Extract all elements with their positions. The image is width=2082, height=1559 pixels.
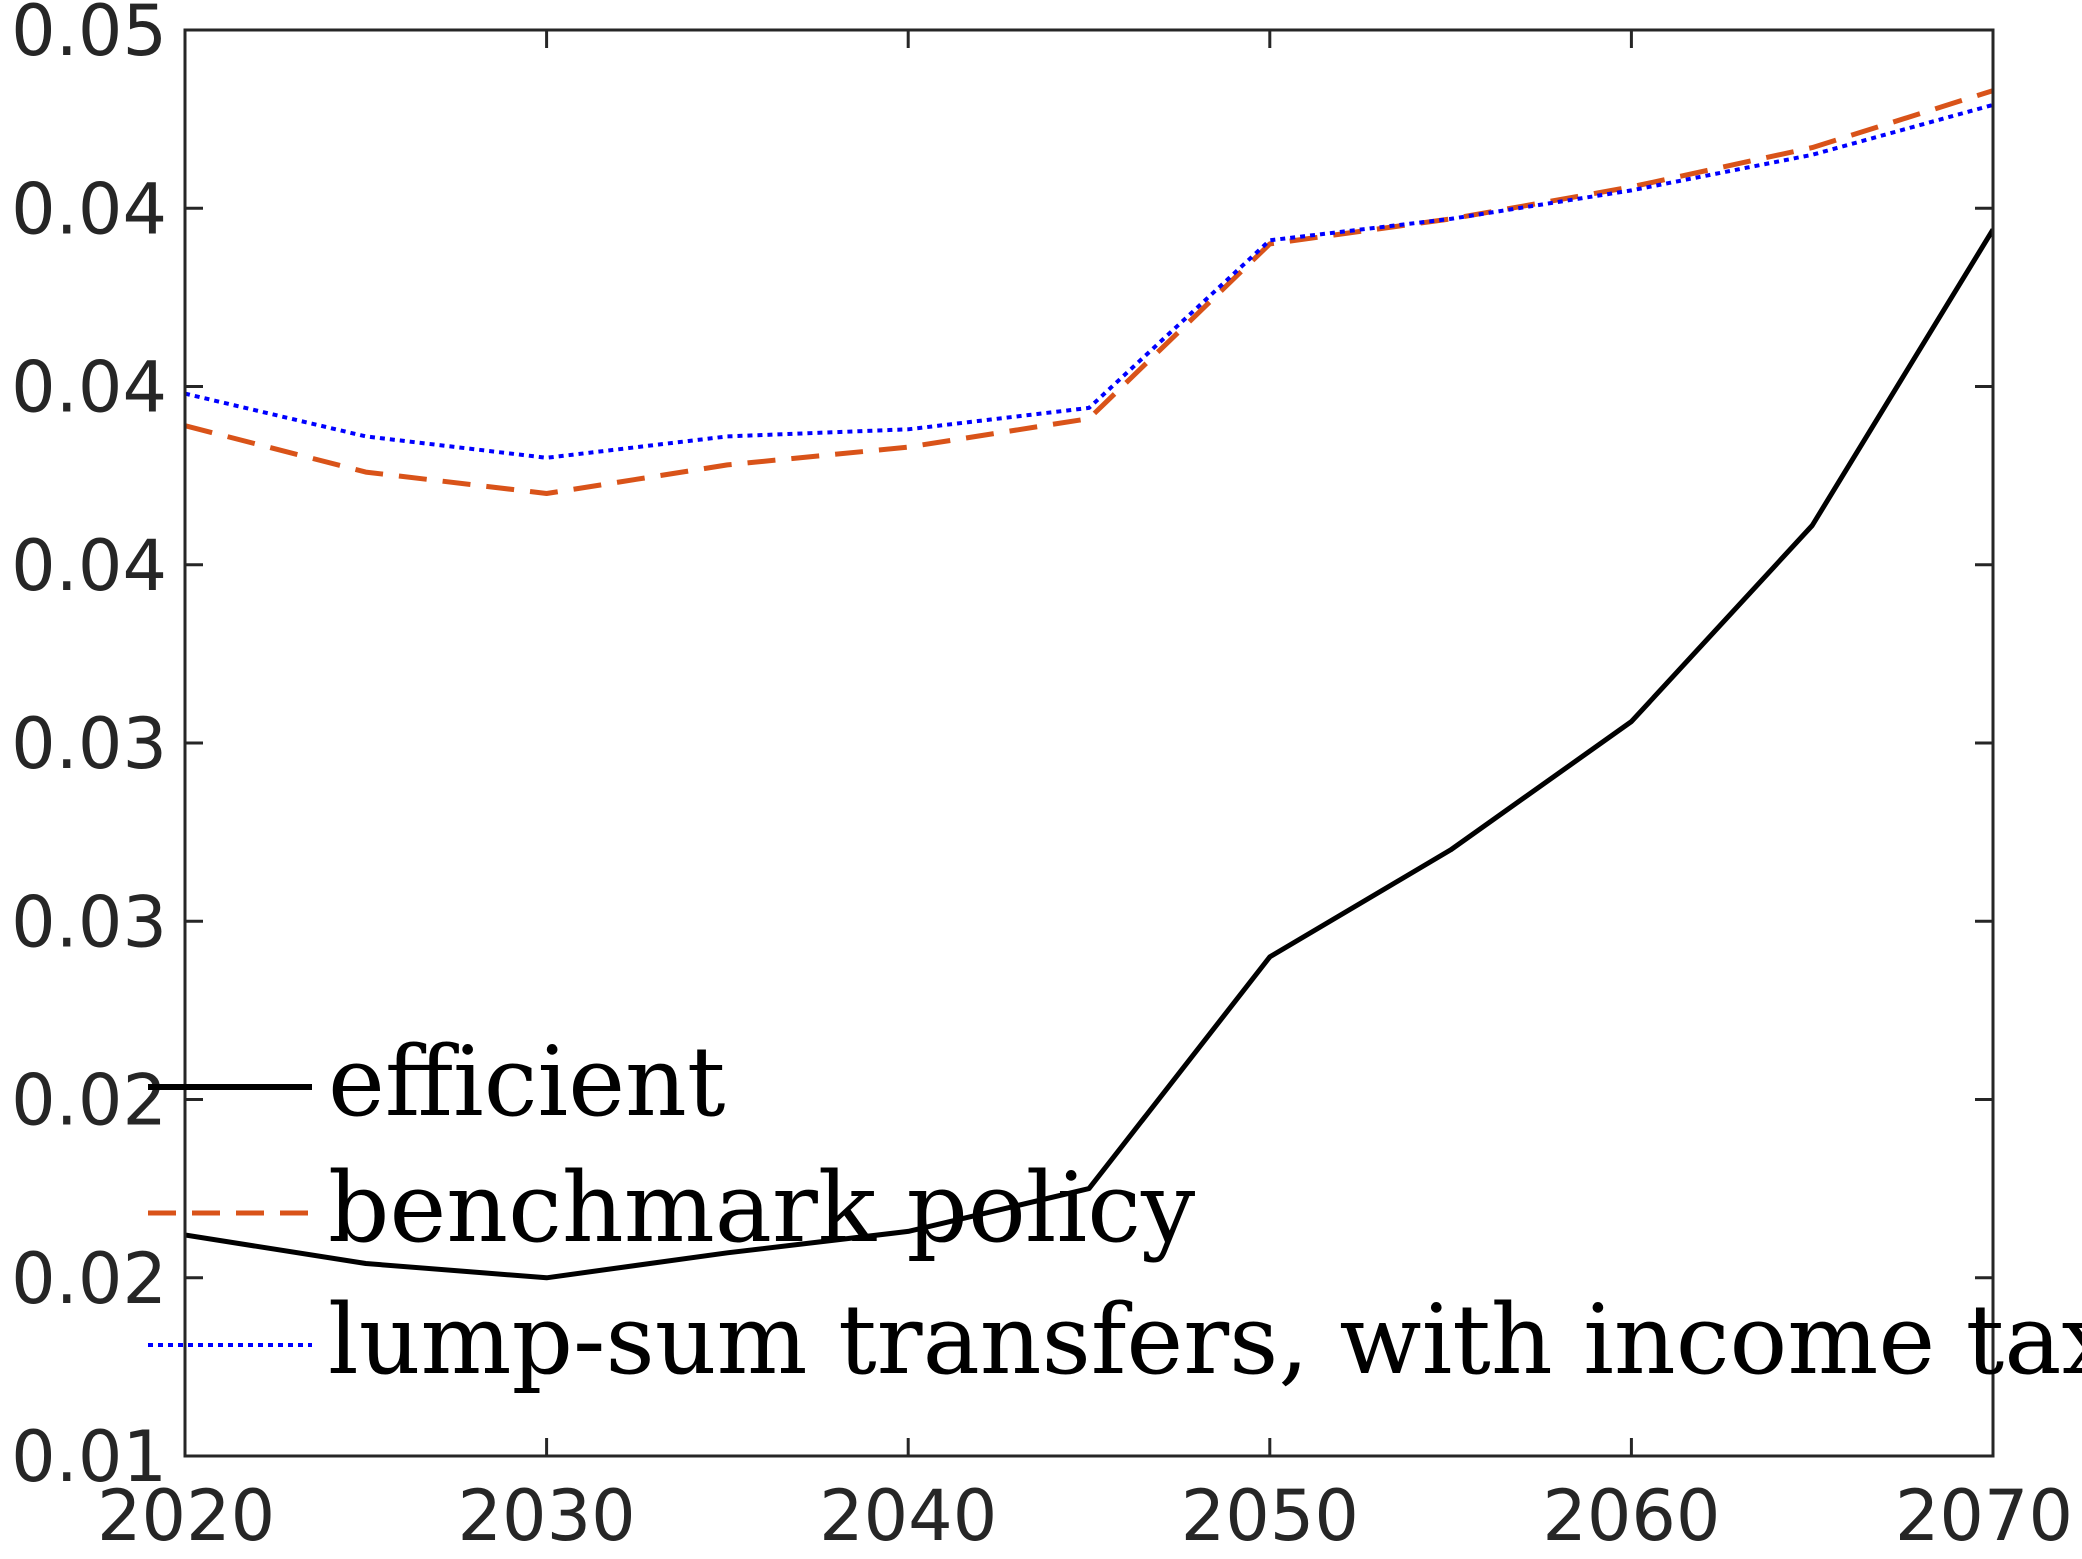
y-tick-label: 0.04: [11, 347, 167, 429]
x-tick-label: 2030: [458, 1475, 636, 1554]
x-tick-label: 2020: [97, 1475, 275, 1554]
series-line-efficient: [185, 228, 1993, 1281]
y-tick-label: 0.02: [11, 1238, 167, 1320]
series-line-benchmark-policy: [185, 88, 1993, 496]
x-tick-label: 2060: [1542, 1475, 1720, 1554]
y-tick-label: 0.05: [11, 0, 167, 72]
series-line-lump-sum-transfers-with-income-tax: [185, 102, 1993, 460]
y-tick-label: 0.03: [11, 881, 167, 963]
ticks-layer: 2020 2030 2040 2050 2060 2070 0.01 0.02 0.02 0.03…: [11, 0, 2073, 1557]
y-tick-label: 0.02: [11, 1060, 167, 1142]
y-tick-label: 0.03: [11, 703, 167, 785]
y-tick-label: 0.04: [11, 168, 167, 250]
legend-label: lump-sum transfers, with income tax: [328, 1284, 2082, 1396]
legend-label: efficient: [328, 1026, 725, 1138]
x-tick-label: 2070: [1895, 1475, 2073, 1554]
y-tick-label: 0.01: [11, 1416, 167, 1498]
legend: efficient benchmark policy lump-sum transf…: [148, 1026, 2082, 1396]
y-tick-label: 0.04: [11, 525, 167, 607]
series-layer: [185, 88, 1993, 1281]
x-tick-label: 2050: [1181, 1475, 1359, 1554]
legend-label: benchmark policy: [328, 1152, 1195, 1264]
x-tick-label: 2040: [819, 1475, 997, 1554]
